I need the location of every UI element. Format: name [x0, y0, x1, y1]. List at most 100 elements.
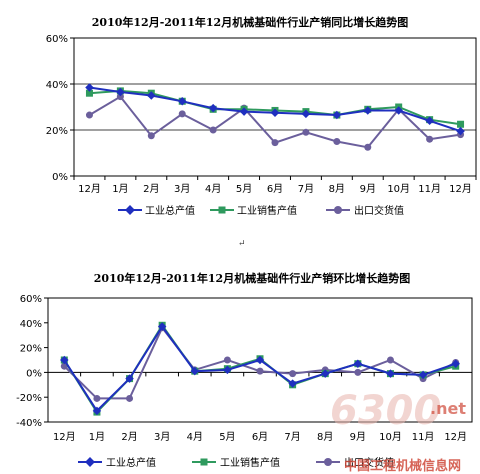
yoy-y-axis: 0% 20% 40% 60%: [46, 34, 74, 183]
watermark-domain-suffix: .net: [430, 399, 466, 418]
data-point: [364, 143, 372, 151]
y-tick-label: 0%: [26, 368, 42, 379]
x-tick-label: 5月: [219, 431, 235, 443]
data-point: [270, 108, 280, 117]
mom-legend: 工业总产值 工业销售产值 出口交货值: [78, 456, 394, 469]
legend-export-label: 出口交货值: [354, 204, 404, 217]
x-tick-label: 11月: [418, 183, 441, 195]
data-point: [271, 139, 279, 147]
data-point: [332, 110, 342, 120]
mom-chart-title: 2010年12月-2011年12月机械基础件行业产销环比增长趋势图: [94, 271, 410, 285]
data-point: [289, 370, 297, 378]
legend-gross-label: 工业总产值: [145, 204, 195, 217]
data-point: [85, 83, 94, 92]
x-tick-label: 5月: [236, 183, 252, 195]
x-tick-label: 10月: [387, 183, 410, 195]
data-point: [126, 394, 134, 402]
data-point: [147, 132, 155, 140]
data-point: [177, 97, 187, 106]
x-tick-label: 11月: [412, 431, 435, 443]
data-point: [425, 116, 434, 126]
data-point: [60, 355, 69, 365]
legend-sales-label: 工业销售产值: [237, 204, 297, 217]
x-tick-label: 9月: [350, 431, 366, 443]
x-tick-label: 12月: [53, 431, 76, 443]
x-tick-label: 1月: [112, 183, 128, 195]
paragraph-mark: ↵: [238, 239, 246, 249]
watermark-site-name: 中国工程机械信息网: [344, 458, 461, 474]
y-tick-label: -40%: [16, 418, 42, 429]
x-tick-label: 9月: [360, 183, 376, 195]
yoy-gridlines: [74, 83, 476, 131]
y-tick-label: 0%: [52, 172, 68, 183]
x-tick-label: 10月: [379, 431, 402, 443]
legend-gross-marker: [125, 205, 135, 215]
legend-export-label: 出口交货值: [344, 456, 394, 469]
x-tick-label: 7月: [298, 183, 314, 195]
yoy-legend: 工业总产值 工业销售产值 出口交货值: [118, 204, 404, 217]
yoy-chart: 2010年12月-2011年12月机械基础件行业产销同比增长趋势图 0% 20% 4…: [46, 15, 477, 217]
legend-sales-label: 工业销售产值: [220, 456, 280, 469]
data-point: [223, 365, 232, 375]
x-tick-label: 2月: [143, 183, 159, 195]
data-point: [301, 109, 311, 119]
data-point: [256, 367, 264, 375]
data-point: [456, 126, 465, 136]
x-tick-label: 4月: [205, 183, 221, 195]
yoy-chart-title: 2010年12月-2011年12月机械基础件行业产销同比增长趋势图: [92, 15, 408, 29]
data-point: [418, 370, 428, 380]
data-point: [178, 110, 186, 118]
data-point: [255, 355, 265, 365]
legend-sales-marker: [200, 458, 208, 466]
watermark-number: 6300: [330, 388, 441, 434]
x-tick-label: 6月: [252, 431, 268, 443]
data-point: [353, 359, 363, 368]
data-point: [288, 379, 297, 388]
data-point: [208, 103, 218, 113]
y-tick-label: 60%: [20, 294, 42, 305]
mom-series: [60, 321, 460, 416]
x-tick-label: 3月: [154, 431, 170, 443]
x-tick-label: 12月: [444, 431, 467, 443]
x-tick-label: 12月: [78, 183, 101, 195]
x-tick-label: 1月: [89, 431, 105, 443]
data-point: [239, 107, 249, 116]
legend-gross-marker: [85, 457, 95, 467]
data-point: [85, 111, 93, 119]
yoy-series: [85, 83, 465, 151]
y-tick-label: 40%: [20, 319, 42, 330]
data-point: [92, 406, 102, 416]
data-point: [223, 356, 231, 364]
x-tick-label: 12月: [449, 183, 472, 195]
data-point: [147, 91, 156, 100]
x-tick-label: 8月: [317, 431, 333, 443]
x-tick-label: 8月: [329, 183, 345, 195]
yoy-plot-area: [73, 37, 477, 177]
data-point: [394, 106, 403, 115]
mom-plot-area: [47, 297, 473, 423]
data-point: [363, 106, 373, 115]
x-tick-label: 2月: [121, 431, 137, 443]
site-watermark: 6300 .net 中国工程机械信息网: [330, 388, 466, 474]
legend-export-marker: [324, 458, 332, 466]
y-tick-label: 60%: [46, 34, 68, 45]
data-point: [386, 369, 395, 378]
legend-export-marker: [334, 206, 342, 214]
data-point: [386, 356, 394, 364]
x-tick-label: 6月: [267, 183, 283, 195]
mom-y-axis: -40% -20% 0% 20% 40% 60%: [16, 294, 48, 429]
data-point: [333, 138, 341, 145]
y-tick-label: 40%: [46, 80, 68, 91]
data-point: [320, 369, 330, 378]
data-point: [116, 93, 124, 101]
legend-sales-marker: [218, 206, 226, 214]
data-point: [85, 89, 93, 97]
data-point: [457, 120, 465, 128]
data-point: [302, 128, 310, 136]
data-point: [190, 366, 200, 376]
mom-chart: 2010年12月-2011年12月机械基础件行业产销环比增长趋势图 -40% -2…: [16, 271, 473, 469]
x-tick-label: 4月: [187, 431, 203, 443]
y-tick-label: 20%: [46, 126, 68, 137]
data-point: [426, 135, 434, 143]
